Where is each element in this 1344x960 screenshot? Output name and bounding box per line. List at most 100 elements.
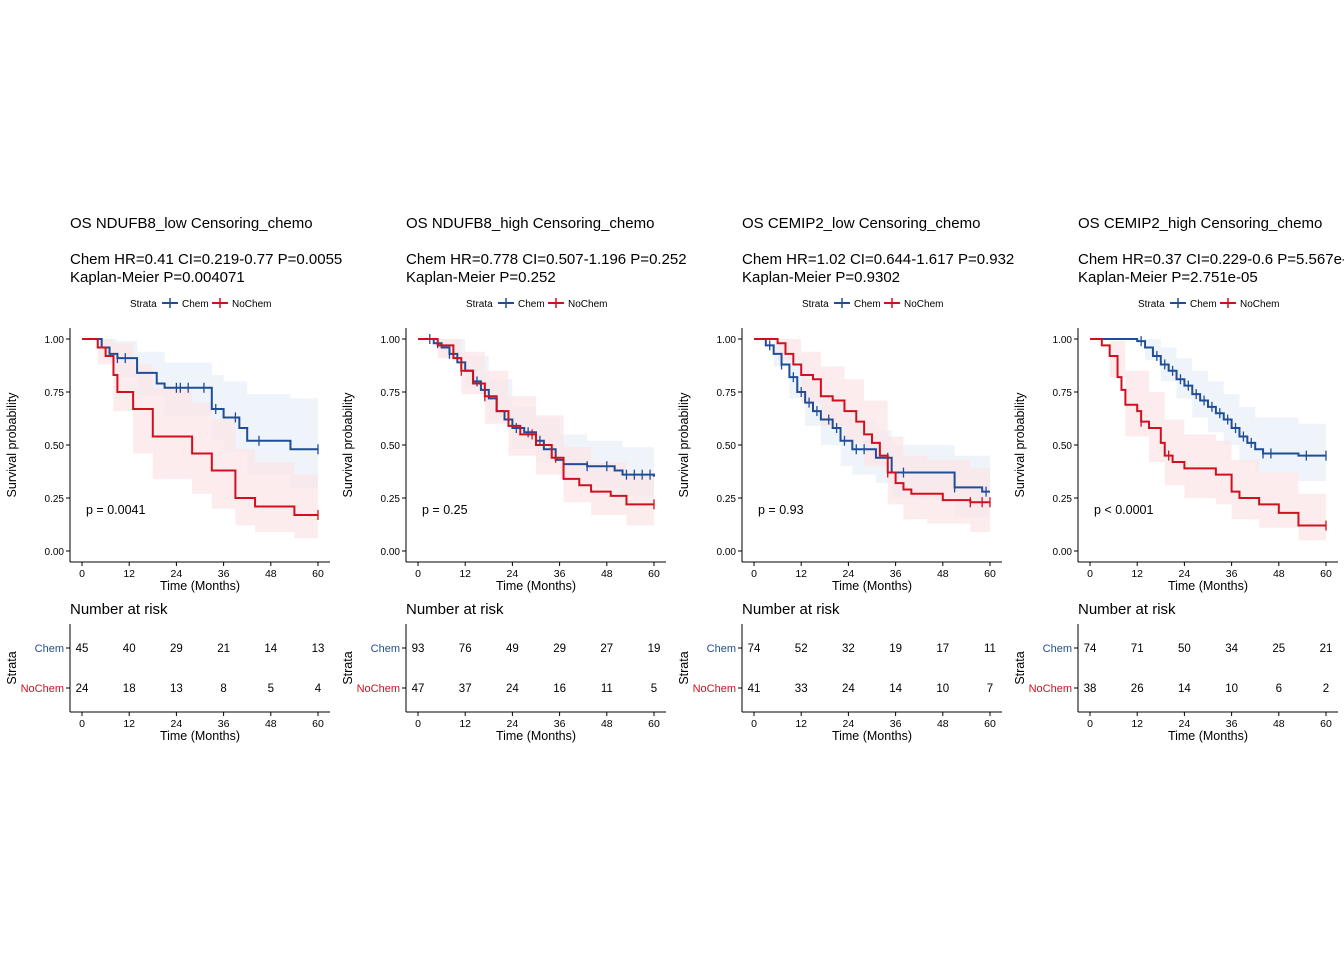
legend-label-chem: Chem	[518, 299, 545, 310]
y-tick-label: 0.75	[45, 388, 65, 399]
risk-count: 6	[1276, 683, 1282, 695]
risk-row-label-chem: Chem	[1043, 643, 1072, 655]
x-tick-label: 24	[507, 568, 519, 580]
risk-x-tick-label: 60	[648, 718, 660, 730]
risk-count: 38	[1084, 683, 1097, 695]
risk-count: 93	[412, 643, 425, 655]
y-tick-label: 1.00	[717, 335, 737, 346]
y-axis-label: Survival probability	[677, 392, 691, 498]
x-tick-label: 12	[459, 568, 471, 580]
risk-count: 74	[1084, 643, 1097, 655]
risk-x-tick-label: 48	[265, 718, 277, 730]
survival-curve-nochem	[82, 338, 318, 516]
survival-curve-chem	[754, 338, 990, 493]
x-tick-label: 60	[1320, 568, 1332, 580]
chart-subtitle-line: Chem HR=0.37 CI=0.229-0.6 P=5.567e-05	[1078, 251, 1344, 268]
risk-count: 40	[123, 643, 136, 655]
legend-label-chem: Chem	[854, 299, 881, 310]
risk-row-label-nochem: NoChem	[693, 683, 736, 695]
risk-row-label-chem: Chem	[35, 643, 64, 655]
y-tick-label: 0.75	[717, 388, 737, 399]
risk-x-tick-label: 24	[171, 718, 183, 730]
y-axis-label: Survival probability	[341, 392, 355, 498]
risk-count: 27	[600, 643, 613, 655]
risk-count: 8	[220, 683, 226, 695]
y-tick-label: 0.00	[45, 547, 65, 558]
risk-row-label-nochem: NoChem	[357, 683, 400, 695]
chart-title: OS NDUFB8_low Censoring_chemo	[70, 215, 313, 232]
risk-x-tick-label: 24	[843, 718, 855, 730]
x-axis-label: Time (Months)	[1168, 579, 1248, 593]
y-tick-label: 0.50	[717, 441, 737, 452]
legend-label-chem: Chem	[1190, 299, 1217, 310]
legend-label-nochem: NoChem	[568, 299, 607, 310]
risk-count: 19	[648, 643, 661, 655]
risk-count: 14	[264, 643, 277, 655]
x-tick-label: 60	[648, 568, 660, 580]
risk-x-tick-label: 36	[554, 718, 566, 730]
risk-count: 16	[553, 683, 566, 695]
risk-count: 11	[984, 643, 996, 655]
y-tick-label: 0.00	[717, 547, 737, 558]
risk-count: 5	[651, 683, 657, 695]
risk-count: 45	[76, 643, 89, 655]
legend-label-nochem: NoChem	[904, 299, 943, 310]
risk-count: 33	[795, 683, 808, 695]
x-tick-label: 12	[1131, 568, 1143, 580]
risk-count: 7	[987, 683, 993, 695]
chart-subtitle-line: Kaplan-Meier P=2.751e-05	[1078, 269, 1258, 286]
risk-x-tick-label: 60	[312, 718, 324, 730]
p-value-label: p = 0.0041	[86, 503, 145, 517]
risk-count: 29	[170, 643, 183, 655]
risk-count: 24	[506, 683, 519, 695]
p-value-label: p = 0.25	[422, 503, 468, 517]
legend-label-chem: Chem	[182, 299, 209, 310]
risk-count: 10	[1225, 683, 1238, 695]
risk-count: 21	[1320, 643, 1333, 655]
ci-band-nochem	[82, 339, 318, 539]
risk-row-label-chem: Chem	[371, 643, 400, 655]
risk-x-tick-label: 12	[459, 718, 471, 730]
risk-count: 14	[1178, 683, 1191, 695]
chart-subtitle-line: Chem HR=0.778 CI=0.507-1.196 P=0.252	[406, 251, 687, 268]
x-tick-label: 0	[751, 568, 757, 580]
risk-x-tick-label: 24	[507, 718, 519, 730]
risk-x-tick-label: 48	[937, 718, 949, 730]
legend-label-nochem: NoChem	[1240, 299, 1279, 310]
km-panel-1: OS NDUFB8_low Censoring_chemo Chem HR=0.4…	[5, 215, 342, 743]
risk-count: 50	[1178, 643, 1191, 655]
risk-x-tick-label: 0	[1087, 718, 1093, 730]
x-tick-label: 48	[1273, 568, 1285, 580]
x-tick-label: 36	[1226, 568, 1238, 580]
km-panel-4: OS CEMIP2_high Censoring_chemo Chem HR=0.…	[1013, 215, 1344, 743]
x-tick-label: 24	[843, 568, 855, 580]
x-tick-label: 12	[795, 568, 807, 580]
risk-x-tick-label: 0	[751, 718, 757, 730]
risk-y-axis-label: Strata	[341, 651, 355, 684]
x-tick-label: 48	[601, 568, 613, 580]
y-tick-label: 0.50	[1053, 441, 1073, 452]
risk-count: 21	[217, 643, 230, 655]
chart-title: OS CEMIP2_high Censoring_chemo	[1078, 215, 1322, 232]
risk-row-label-nochem: NoChem	[1029, 683, 1072, 695]
risk-x-tick-label: 60	[984, 718, 996, 730]
survival-curve-nochem	[1090, 338, 1326, 527]
risk-count: 14	[889, 683, 902, 695]
risk-table-title: Number at risk	[406, 601, 504, 618]
risk-x-tick-label: 60	[1320, 718, 1332, 730]
risk-y-axis-label: Strata	[1013, 651, 1027, 684]
risk-count: 49	[506, 643, 519, 655]
y-tick-label: 0.00	[381, 547, 401, 558]
km-panel-2: OS NDUFB8_high Censoring_chemo Chem HR=0.…	[341, 215, 687, 743]
y-tick-label: 0.50	[381, 441, 401, 452]
y-tick-label: 0.75	[1053, 388, 1073, 399]
legend-label-nochem: NoChem	[232, 299, 271, 310]
x-tick-label: 12	[123, 568, 135, 580]
x-tick-label: 36	[890, 568, 902, 580]
x-tick-label: 36	[554, 568, 566, 580]
risk-x-tick-label: 48	[601, 718, 613, 730]
risk-count: 2	[1323, 683, 1329, 695]
p-value-label: p < 0.0001	[1094, 503, 1153, 517]
ci-band-nochem	[1090, 339, 1326, 541]
km-panel-3: OS CEMIP2_low Censoring_chemo Chem HR=1.0…	[677, 215, 1014, 743]
